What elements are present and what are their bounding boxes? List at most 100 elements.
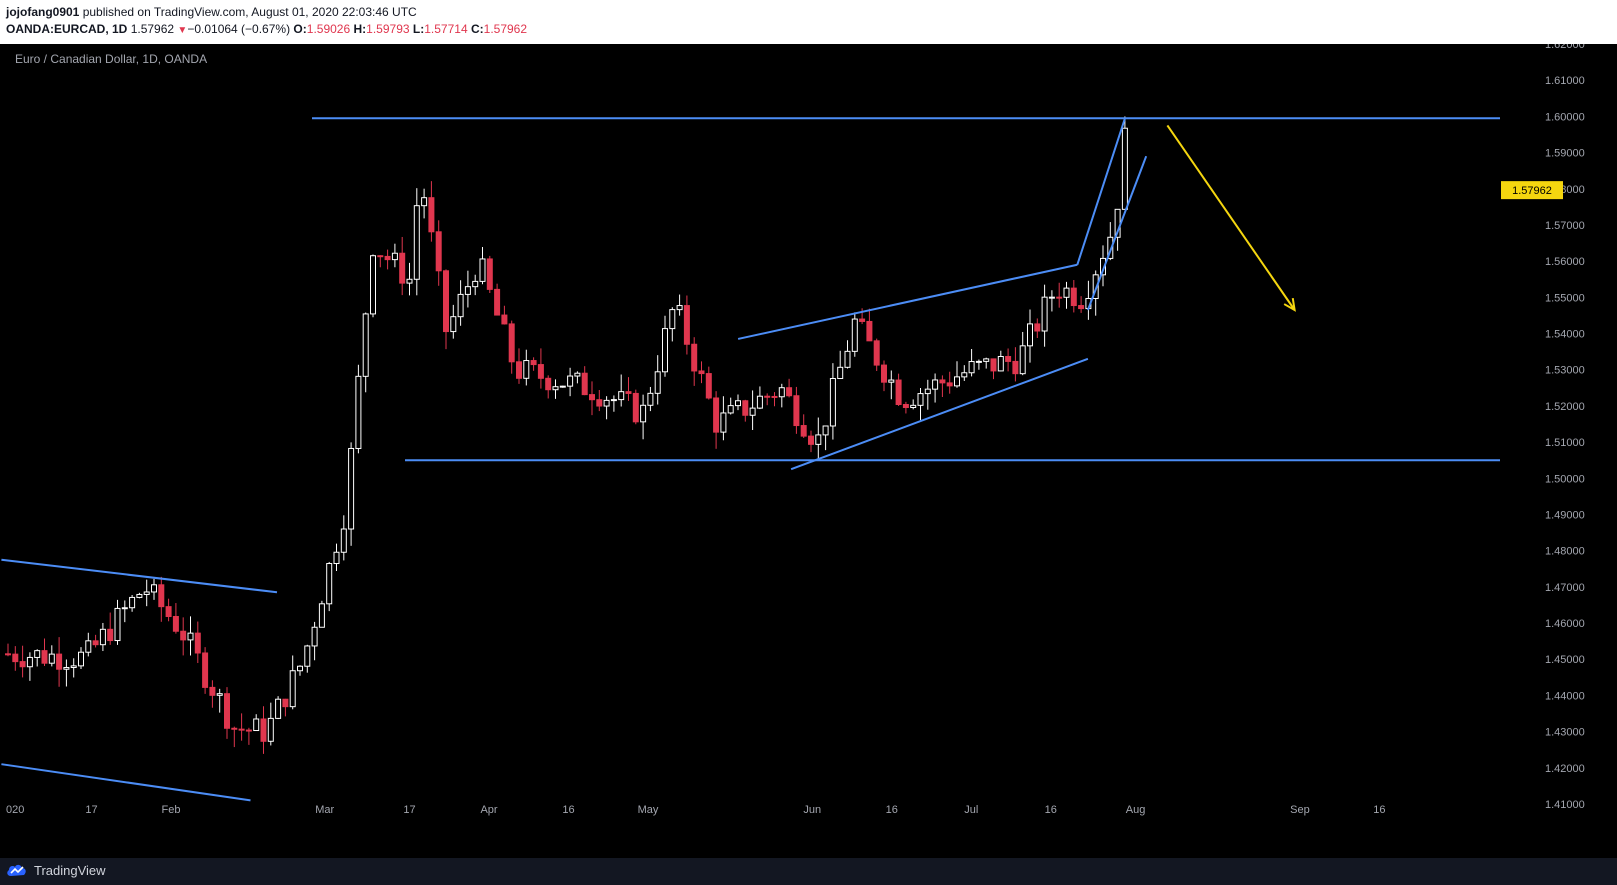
price-axis[interactable]: 1.620001.610001.600001.590001.580001.570…	[1501, 39, 1585, 811]
candle-body	[786, 387, 793, 397]
price-tick-label: 1.48000	[1545, 546, 1585, 558]
candle-body	[70, 665, 77, 669]
price-tick-label: 1.60000	[1545, 111, 1585, 123]
price-tick-label: 1.61000	[1545, 75, 1585, 87]
price-tick-label: 1.44000	[1545, 690, 1585, 702]
open-value: 1.59026	[306, 22, 351, 36]
down-arrow-icon: ▼	[177, 25, 188, 36]
candle-body	[326, 563, 333, 605]
tradingview-logo[interactable]: TradingView	[6, 862, 106, 878]
candle-body	[1019, 345, 1026, 375]
price-chart[interactable]: Euro / Canadian Dollar, 1D, OANDA 1.6200…	[0, 39, 1617, 858]
candle-body	[443, 270, 449, 333]
candle-body	[676, 305, 683, 311]
publish-info: published on TradingView.com, August 01,…	[82, 5, 417, 19]
candle-body	[683, 305, 690, 345]
candle-body	[158, 584, 165, 608]
candle-body	[983, 358, 990, 362]
candle-body	[654, 371, 661, 394]
candle-body	[1070, 287, 1077, 307]
price-tick-label: 1.47000	[1545, 582, 1585, 594]
projection-arrow-line[interactable]	[1166, 124, 1296, 311]
time-tick-label: Jul	[964, 804, 978, 816]
candle-body	[800, 425, 807, 437]
drawings-layer[interactable]	[1, 117, 1500, 802]
price-tick-label: 1.51000	[1545, 437, 1585, 449]
candle-body	[537, 364, 544, 379]
candle-body	[888, 379, 895, 383]
candle-body	[881, 364, 887, 383]
candle-body	[873, 340, 880, 366]
candle-body	[260, 718, 267, 742]
candle-body	[194, 632, 201, 654]
candle-body	[318, 603, 325, 628]
candle-body	[275, 698, 282, 719]
candle-body	[26, 656, 33, 668]
current-price-badge[interactable]	[1501, 181, 1563, 200]
trendline[interactable]	[1086, 155, 1148, 311]
candle-body	[202, 652, 209, 688]
candle-body	[19, 661, 26, 668]
trendline[interactable]	[790, 357, 1089, 471]
candle-body	[625, 391, 632, 394]
candle-body	[282, 698, 289, 708]
candle-body	[253, 718, 260, 732]
candle-body	[333, 551, 340, 565]
high-label: H:	[353, 22, 367, 36]
time-tick-label: Sep	[1290, 804, 1310, 816]
candle-body	[187, 632, 194, 641]
price-tick-label: 1.56000	[1545, 256, 1585, 268]
candle-body	[151, 584, 157, 593]
candle-body	[231, 727, 238, 730]
candle-body	[895, 379, 902, 406]
candle-body	[808, 435, 814, 445]
candle-body	[742, 400, 749, 416]
candle-body	[618, 391, 625, 401]
candle-body	[567, 375, 574, 387]
author-name[interactable]: jojofang0901	[6, 5, 80, 19]
price-tick-label: 1.57000	[1545, 220, 1585, 232]
candle-body	[516, 361, 522, 379]
trendline[interactable]	[737, 263, 1078, 340]
candle-body	[384, 255, 391, 261]
candle-body	[413, 205, 420, 280]
candle-body	[406, 278, 413, 284]
candle-body	[713, 397, 720, 433]
chart-title: Euro / Canadian Dollar, 1D, OANDA	[15, 52, 207, 66]
time-axis[interactable]: 020 17 Feb Mar 17 Apr 16 May Jun 16 Jul 16 Aug Sep 16	[6, 804, 1386, 816]
high-value: 1.59793	[366, 22, 410, 36]
candle-body	[399, 252, 406, 284]
candle-body	[793, 395, 800, 427]
trendline[interactable]	[1, 763, 251, 802]
candle-body	[245, 729, 252, 732]
candle-body	[1100, 257, 1106, 276]
candle-body	[311, 626, 318, 647]
candle-body	[85, 640, 92, 653]
tradingview-cloud-icon	[7, 864, 26, 876]
candle-body	[910, 404, 917, 409]
footer-bar: TradingView	[0, 858, 1617, 885]
candle-body	[5, 653, 11, 656]
candle-body	[1056, 296, 1063, 299]
price-tick-label: 1.52000	[1545, 401, 1585, 413]
candle-body	[12, 653, 19, 663]
trendline[interactable]	[1076, 117, 1126, 266]
candle-body	[720, 412, 727, 433]
candle-body	[479, 258, 486, 282]
candle-body	[596, 399, 603, 407]
time-tick-label: 16	[886, 804, 898, 816]
candle-body	[224, 693, 230, 729]
close-label: C:	[470, 22, 484, 36]
candle-body	[603, 399, 610, 407]
time-tick-label: 020	[6, 804, 24, 816]
chart-area[interactable]: Euro / Canadian Dollar, 1D, OANDA 1.6200…	[0, 39, 1617, 858]
time-tick-label: 17	[85, 804, 97, 816]
candle-body	[954, 376, 960, 387]
candle-body	[238, 728, 245, 731]
candle-body	[165, 606, 172, 617]
price-tick-label: 1.49000	[1545, 509, 1585, 521]
candle-body	[486, 258, 493, 290]
trendline[interactable]	[1, 558, 278, 594]
chart-header: jojofang0901 published on TradingView.co…	[0, 0, 1617, 44]
low-value: 1.57714	[424, 22, 468, 36]
